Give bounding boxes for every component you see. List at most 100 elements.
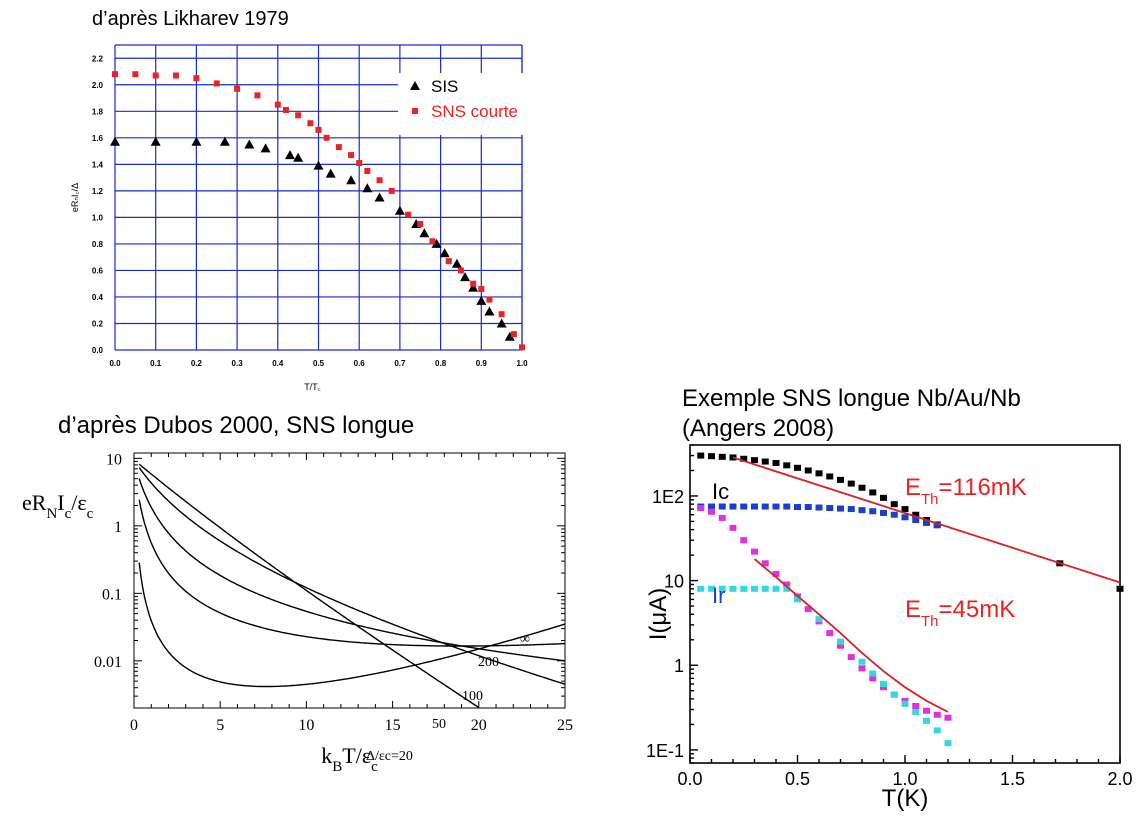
data-point bbox=[869, 670, 877, 677]
sns-point bbox=[132, 71, 139, 78]
sis-point bbox=[191, 136, 202, 146]
data-point bbox=[901, 514, 909, 521]
data-point bbox=[837, 476, 844, 483]
data-point bbox=[772, 460, 780, 467]
sns-point bbox=[445, 258, 452, 265]
data-point bbox=[794, 596, 801, 603]
data-point bbox=[761, 585, 769, 592]
data-point bbox=[783, 581, 791, 588]
data-point bbox=[815, 470, 823, 477]
sns-point bbox=[405, 211, 412, 218]
y-tick-label: 1 bbox=[114, 519, 122, 536]
x-tick-label: 20 bbox=[471, 717, 487, 734]
data-point bbox=[933, 522, 941, 529]
chart3-subtitle: (Angers 2008) bbox=[682, 415, 835, 442]
data-point bbox=[718, 514, 726, 521]
legend-label: SIS bbox=[431, 77, 458, 96]
sis-point bbox=[468, 282, 479, 292]
x-tick-label: 0.5 bbox=[313, 359, 325, 368]
data-point bbox=[901, 697, 909, 704]
sns-point bbox=[417, 221, 424, 228]
data-point bbox=[858, 665, 866, 672]
sis-point bbox=[313, 160, 324, 170]
data-point bbox=[826, 630, 834, 637]
sis-point bbox=[431, 238, 442, 248]
y-tick-label: 0.0 bbox=[92, 346, 104, 355]
data-point bbox=[718, 585, 726, 592]
data-point bbox=[804, 504, 812, 511]
data-point bbox=[869, 508, 877, 515]
sis-point bbox=[496, 318, 507, 328]
y-tick-label: 1E-1 bbox=[646, 741, 684, 761]
data-point bbox=[751, 548, 758, 555]
annotation-ir: Ir bbox=[712, 583, 725, 608]
data-point bbox=[772, 503, 780, 510]
sis-point bbox=[451, 258, 462, 268]
data-point bbox=[772, 570, 780, 577]
data-point bbox=[923, 707, 930, 714]
x-tick-label: 0.2 bbox=[191, 359, 203, 368]
sns-point bbox=[429, 238, 436, 245]
sns-point bbox=[486, 296, 493, 303]
data-point bbox=[804, 467, 812, 474]
x-tick-label: 0.3 bbox=[232, 359, 244, 368]
sns-point bbox=[388, 187, 395, 194]
data-point bbox=[912, 511, 920, 518]
x-axis-label: T(K) bbox=[882, 785, 929, 812]
data-point bbox=[858, 507, 866, 514]
data-point bbox=[826, 505, 834, 512]
y-tick-label: 10 bbox=[106, 451, 122, 468]
sns-point bbox=[510, 331, 517, 338]
data-point bbox=[933, 711, 941, 718]
sns-point bbox=[173, 72, 180, 79]
data-point bbox=[847, 654, 855, 661]
y-tick-label: 0.4 bbox=[92, 293, 104, 302]
curve-line bbox=[138, 478, 566, 662]
data-point bbox=[751, 585, 758, 592]
data-point bbox=[847, 506, 855, 513]
x-tick-label: 0.0 bbox=[109, 359, 121, 368]
data-point bbox=[772, 585, 780, 592]
data-point bbox=[1116, 585, 1124, 592]
data-point bbox=[858, 484, 866, 491]
curve-label: 200 bbox=[478, 655, 499, 670]
sis-point bbox=[150, 136, 161, 146]
x-tick-label: 0.6 bbox=[354, 359, 366, 368]
sns-point bbox=[307, 120, 314, 127]
data-point bbox=[729, 524, 737, 531]
data-point bbox=[837, 642, 844, 649]
x-axis-label: T/T꜀ bbox=[304, 382, 321, 392]
y-tick-label: 1.6 bbox=[92, 134, 104, 143]
data-point bbox=[869, 675, 877, 682]
x-tick-label: 5 bbox=[216, 717, 224, 734]
data-point bbox=[761, 458, 769, 465]
sis-point bbox=[325, 168, 336, 178]
x-tick-label: 0 bbox=[130, 717, 138, 734]
data-point bbox=[944, 740, 952, 747]
sis-point bbox=[439, 248, 450, 258]
y-tick-label: 0.2 bbox=[92, 319, 104, 328]
x-tick-label: 10 bbox=[298, 717, 314, 734]
data-point bbox=[837, 505, 844, 512]
legend-sns-marker bbox=[412, 108, 418, 114]
fit-line bbox=[732, 456, 1121, 584]
data-point bbox=[880, 494, 887, 501]
x-tick-label: 1.0 bbox=[892, 769, 917, 789]
curve-label: 50 bbox=[432, 717, 446, 732]
chart3-angers: 0.0 0.5 1.0 1.5 2.0 1E2 10 1 1E-1 T(K) I(μA) Ic Ir ET… bbox=[645, 444, 1133, 812]
sns-point bbox=[376, 177, 383, 184]
data-point bbox=[783, 462, 791, 469]
data-point bbox=[912, 703, 920, 710]
sis-point bbox=[346, 175, 357, 185]
data-point bbox=[837, 638, 844, 645]
sns-point bbox=[282, 106, 289, 113]
curve-label: Δ/εc=20 bbox=[366, 749, 413, 764]
y-tick-label: 0.8 bbox=[92, 240, 104, 249]
curve-label: 100 bbox=[462, 689, 483, 704]
annotation-ic: Ic bbox=[712, 479, 729, 504]
x-tick-label: 0.8 bbox=[435, 359, 447, 368]
sns-point bbox=[356, 160, 363, 167]
sns-point bbox=[213, 80, 220, 87]
annotation-eth-45: ETh=45mK bbox=[905, 596, 1015, 630]
data-point bbox=[761, 560, 769, 567]
